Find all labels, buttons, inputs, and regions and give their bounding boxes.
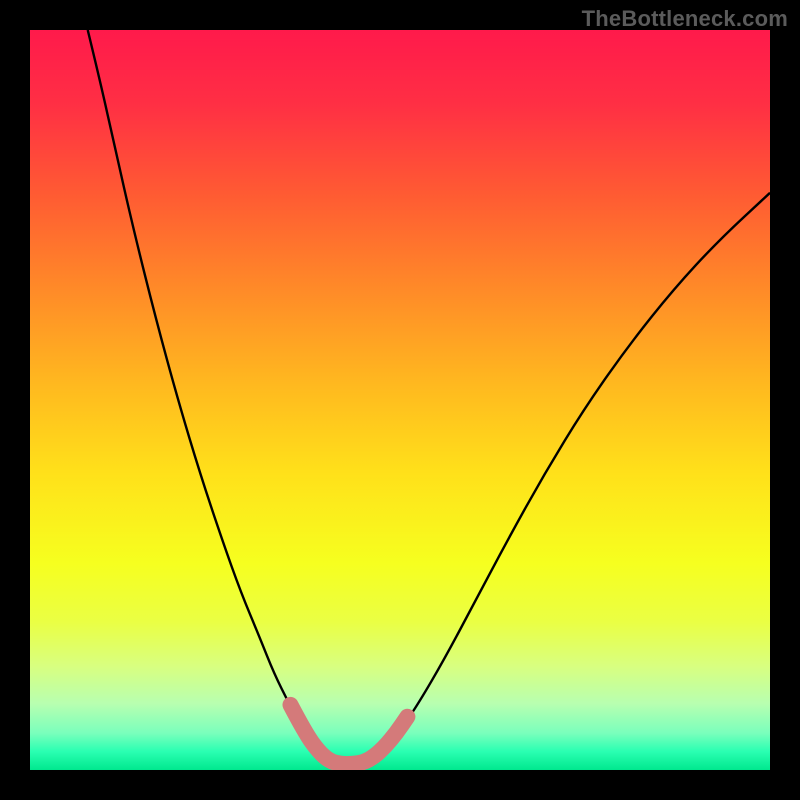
watermark-text: TheBottleneck.com: [582, 6, 788, 32]
curve-layer: [30, 30, 770, 770]
bottleneck-curve: [88, 30, 770, 764]
optimal-range-highlight: [290, 705, 407, 764]
chart-canvas: TheBottleneck.com: [0, 0, 800, 800]
plot-area: [30, 30, 770, 770]
